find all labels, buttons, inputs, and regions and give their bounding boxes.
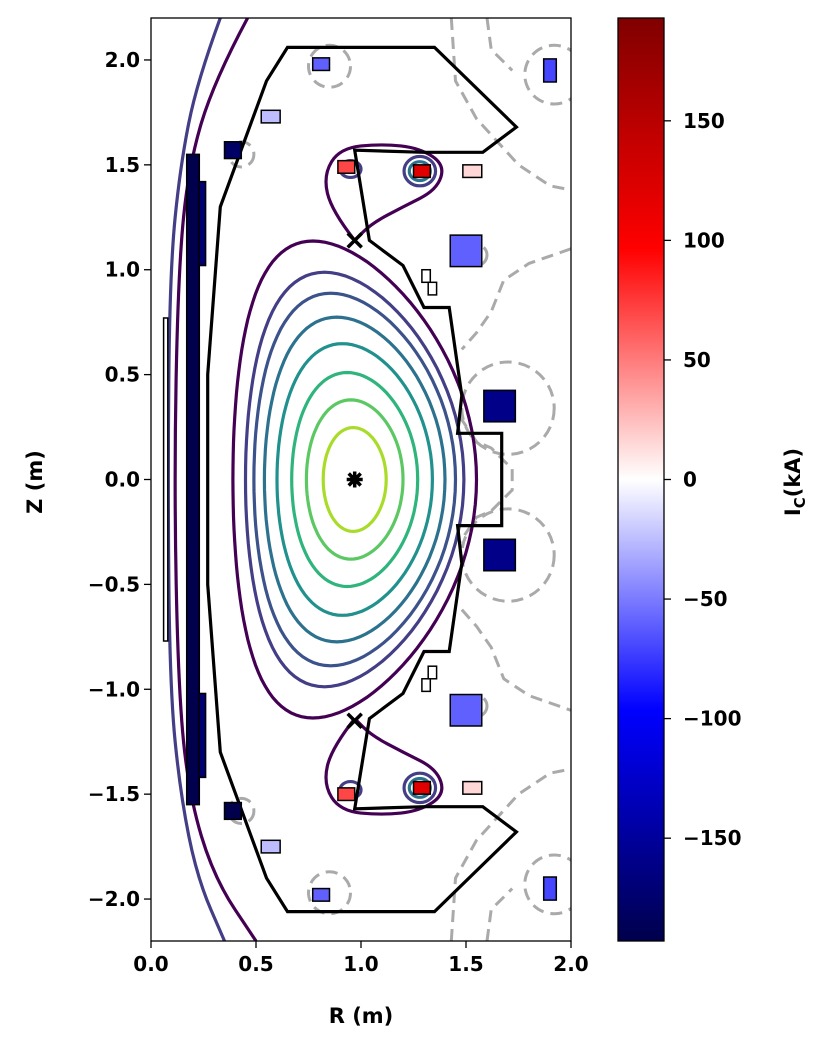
colorbar-tick-label: −100 [683,707,742,731]
pf-coil [260,839,281,854]
pf-coil [462,164,483,179]
x-point-marker [346,232,363,249]
flux-surface [304,398,405,561]
pf-coil [483,389,517,423]
colorbar-ticks: 150 100 50 0 −50 −100 −150 [664,109,742,850]
pf-coil [337,159,356,174]
vessel-wall [206,45,519,914]
null-contour-dashed-circle [523,43,571,106]
y-tick-label: −2.0 [88,887,140,911]
null-contour-dashed [460,247,571,351]
null-contour-dashed [458,415,514,544]
x-axis-label: R (m) [329,1004,394,1028]
solenoid-coil [185,153,201,806]
coil-flux-lobe [324,717,444,816]
null-contour-dashed-circle [307,43,352,89]
y-tick-label: 0.0 [105,468,140,492]
pf-coil [542,876,558,901]
pf-coil [427,665,438,680]
pf-coil [337,787,356,802]
flux-surface [243,270,466,689]
x-tick-label: 1.0 [343,952,378,976]
pf-coil [412,164,432,179]
coil-flux-lobe [324,143,444,242]
solenoid-coil [162,317,169,642]
pf-coil [449,234,483,268]
null-contour-dashed [460,608,571,712]
pf-coil [542,58,558,83]
colorbar-gradient [618,18,664,941]
y-tick-label: 1.5 [105,153,140,177]
y-tick-label: 1.0 [105,258,140,282]
pf-coil [427,281,438,296]
outer-flux-line [173,18,258,941]
colorbar: 150 100 50 0 −50 −100 −150 IC(kA) [617,17,809,942]
pf-coil [311,57,331,72]
x-tick-label: 2.0 [553,952,588,976]
colorbar-tick-label: 50 [683,348,711,372]
null-contour-dashed-circle [523,853,571,916]
null-contour-dashed-circle [307,870,352,916]
y-axis-label: Z (m) [23,450,47,514]
flux-surface [252,291,458,668]
plot-area [150,17,572,942]
solenoid-coil [198,180,207,267]
colorbar-label-sub: C [791,497,809,508]
plot-content [162,18,571,941]
colorbar-label-unit: (kA) [781,448,805,497]
pf-coil [260,109,281,124]
magnetic-axis-marker [346,471,363,488]
y-tick-label: −0.5 [88,572,140,596]
y-axis-ticks: 2.0 1.5 1.0 0.5 0.0 −0.5 −1.0 −1.5 −2.0 [88,48,151,911]
flux-surface [275,342,435,617]
y-tick-label: 2.0 [105,48,140,72]
pf-coil [449,693,483,727]
colorbar-tick-label: 150 [683,109,725,133]
x-tick-label: 1.5 [448,952,483,976]
x-point-marker [346,712,363,729]
colorbar-tick-label: −50 [683,587,728,611]
pf-coil [311,887,331,902]
colorbar-label: IC(kA) [781,448,809,516]
x-tick-label: 0.0 [133,952,168,976]
pf-coil [223,141,243,160]
y-tick-label: −1.5 [88,782,140,806]
pf-coil [483,538,517,572]
null-contour-dashed [485,18,514,72]
solenoid-coil [198,692,207,779]
separatrix [231,239,479,720]
coil-flux-ring [402,771,438,805]
colorbar-tick-label: 0 [683,468,697,492]
y-tick-label: −1.0 [88,677,140,701]
coil-flux-ring [402,154,438,188]
flux-surface [262,315,447,644]
colorbar-label-main: I [781,508,805,516]
pf-coil [421,268,432,284]
flux-surface [321,425,388,534]
x-axis-ticks: 0.0 0.5 1.0 1.5 2.0 [133,941,589,976]
pf-coil [462,780,483,795]
pf-coil [223,801,243,821]
pf-coil [421,678,432,693]
null-contour-dashed [485,887,514,941]
colorbar-tick-label: −150 [683,826,742,850]
flux-surface [290,370,420,589]
x-tick-label: 0.5 [238,952,273,976]
colorbar-tick-label: 100 [683,228,725,252]
y-tick-label: 0.5 [105,363,140,387]
pf-coil [412,780,432,795]
